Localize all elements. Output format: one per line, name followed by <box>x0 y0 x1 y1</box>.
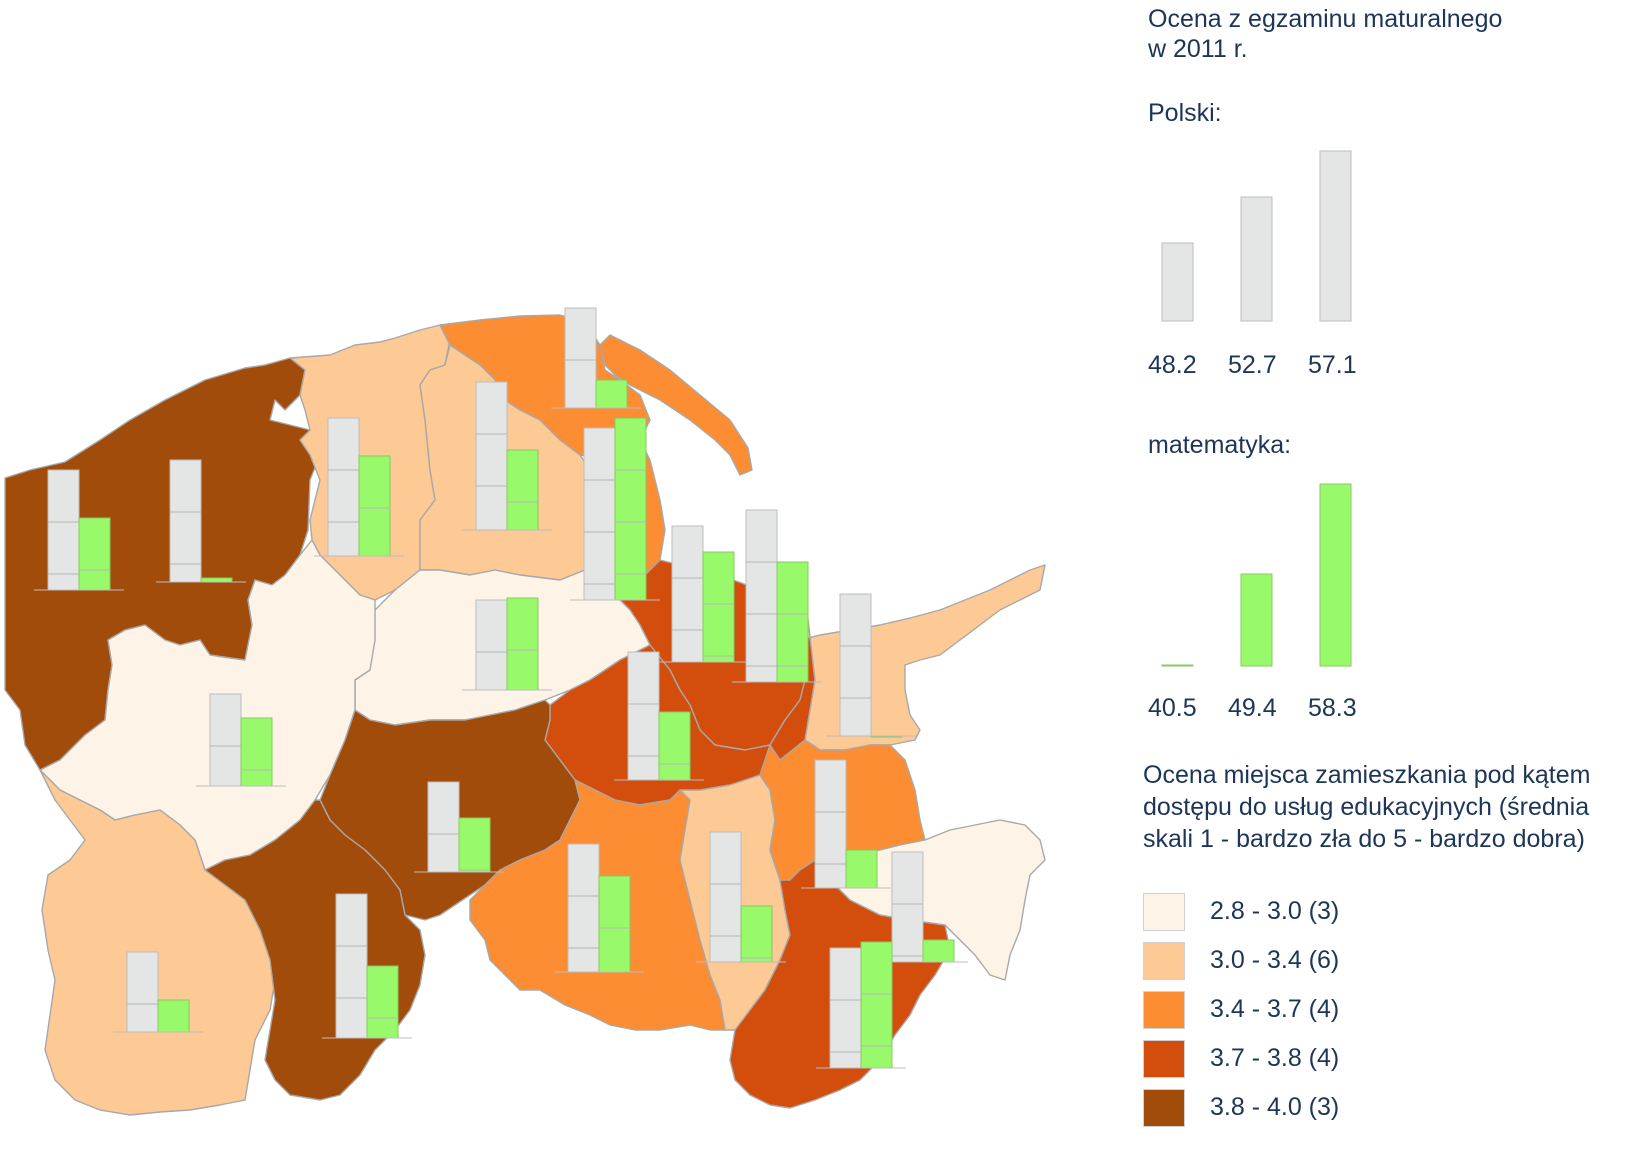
district-chart <box>732 509 822 683</box>
matematyka-bar <box>240 717 273 787</box>
region-nowy-dwor[interactable] <box>799 564 1046 751</box>
district-chart <box>34 469 124 591</box>
matematyka-bar <box>595 379 628 409</box>
polski-bar <box>126 951 159 1033</box>
polski-bar <box>583 427 616 601</box>
matematyka-bar <box>506 449 539 531</box>
matematyka-bar <box>157 999 190 1033</box>
polski-bar <box>327 417 360 557</box>
polski-bar <box>891 851 924 963</box>
district-chart <box>570 417 660 601</box>
legend-matematyka-bar <box>1240 573 1273 667</box>
polski-bar <box>209 693 242 787</box>
district-chart <box>878 851 968 963</box>
matematyka-bar <box>358 455 391 557</box>
district-chart <box>816 941 906 1069</box>
district-chart <box>156 459 246 583</box>
polski-bar <box>829 947 862 1069</box>
polski-bar <box>627 651 660 781</box>
district-chart <box>314 417 404 557</box>
district-chart <box>113 951 203 1033</box>
polski-bar <box>745 509 778 683</box>
matematyka-bar <box>702 551 735 663</box>
legend-polski-bar <box>1240 196 1273 322</box>
polski-bar <box>709 831 742 963</box>
district-chart <box>551 307 641 409</box>
legend-bar-charts <box>1161 150 1352 667</box>
district-chart <box>696 831 786 963</box>
polski-bar <box>839 593 872 737</box>
matematyka-bar <box>860 941 893 1069</box>
legend-polski-bar <box>1161 242 1194 322</box>
polski-bar <box>475 599 508 691</box>
matematyka-bar <box>200 577 233 583</box>
district-chart <box>462 381 552 531</box>
district-chart <box>801 759 891 889</box>
district-chart <box>554 843 644 973</box>
matematyka-bar <box>776 561 809 683</box>
matematyka-bar <box>740 905 773 963</box>
matematyka-bar <box>845 849 878 889</box>
region-chojnice[interactable] <box>39 769 276 1116</box>
district-chart <box>826 593 916 738</box>
polski-bar <box>169 459 202 583</box>
district-chart <box>462 597 552 691</box>
district-bar-charts <box>34 307 968 1069</box>
legend-polski-bar <box>1319 150 1352 322</box>
legend-matematyka-bar <box>1319 483 1352 667</box>
polski-bar <box>567 843 600 973</box>
district-chart <box>414 781 504 873</box>
polski-bar <box>671 525 704 663</box>
matematyka-bar <box>458 817 491 873</box>
polski-bar <box>475 381 508 531</box>
polski-bar <box>427 781 460 873</box>
matematyka-bar <box>922 939 955 963</box>
district-chart <box>658 525 748 663</box>
polski-bar <box>335 893 368 1039</box>
matematyka-bar <box>658 711 691 781</box>
district-chart <box>614 651 704 781</box>
polski-bar <box>47 469 80 591</box>
matematyka-bar <box>598 875 631 973</box>
polski-bar <box>814 759 847 889</box>
district-chart <box>196 693 286 787</box>
matematyka-bar <box>506 597 539 691</box>
legend-matematyka-bar <box>1161 664 1194 667</box>
polski-bar <box>564 307 597 409</box>
matematyka-bar <box>78 517 111 591</box>
district-chart <box>322 893 412 1039</box>
matematyka-bar <box>366 965 399 1039</box>
matematyka-bar <box>614 417 647 601</box>
